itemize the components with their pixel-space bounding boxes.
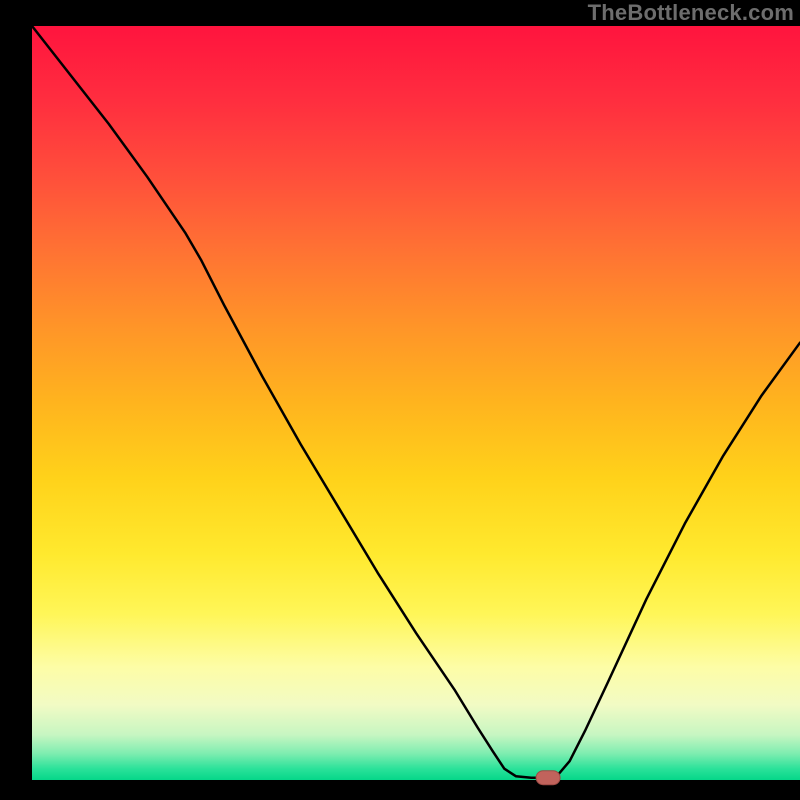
optimal-point-marker bbox=[536, 771, 560, 785]
plot-background bbox=[32, 26, 800, 780]
chart-canvas: { "watermark": { "text": "TheBottleneck.… bbox=[0, 0, 800, 800]
watermark-text: TheBottleneck.com bbox=[588, 0, 794, 26]
bottleneck-chart-svg bbox=[0, 0, 800, 800]
